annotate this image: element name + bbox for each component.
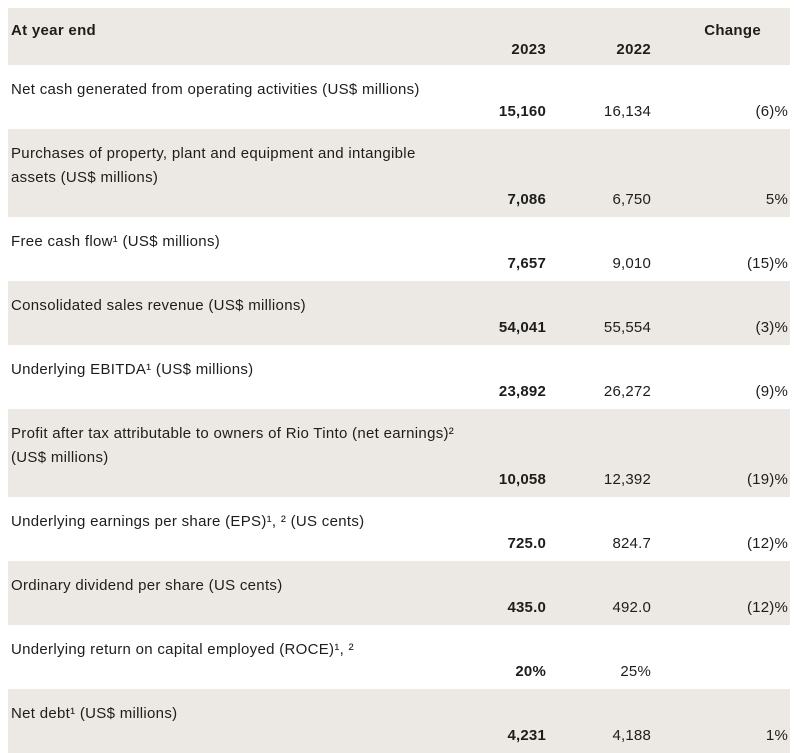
row-label: Net cash generated from operating activi… <box>11 81 420 98</box>
value-2022: 492.0 <box>612 599 651 616</box>
value-2023: 20% <box>515 663 546 680</box>
value-2023: 54,041 <box>498 319 546 336</box>
row-values: 15,160 16,134 (6)% <box>11 102 788 122</box>
value-2022: 16,134 <box>603 103 651 120</box>
value-2023: 10,058 <box>498 471 546 488</box>
value-change: (15)% <box>746 255 788 272</box>
header-2023: 2023 <box>511 41 546 58</box>
value-2023: 435.0 <box>507 599 546 616</box>
table-header-row: At year end 2023 2022 Change <box>8 8 790 65</box>
row-values: 7,086 6,750 5% <box>11 190 788 210</box>
value-change: (6)% <box>755 103 788 120</box>
value-2023: 4,231 <box>507 727 546 744</box>
row-free-cash-flow: Free cash flow¹ (US$ millions) 7,657 9,0… <box>8 217 790 281</box>
row-values: 725.0 824.7 (12)% <box>11 534 788 554</box>
value-2022: 25% <box>620 663 651 680</box>
header-change: Change <box>704 22 761 39</box>
row-net-cash-operating: Net cash generated from operating activi… <box>8 65 790 129</box>
row-capex-purchases: Purchases of property, plant and equipme… <box>8 129 790 217</box>
row-label: Ordinary dividend per share (US cents) <box>11 577 283 594</box>
row-profit-after-tax: Profit after tax attributable to owners … <box>8 409 790 497</box>
value-2023: 15,160 <box>498 103 546 120</box>
row-values: 4,231 4,188 1% <box>11 726 788 746</box>
value-change: 1% <box>765 727 788 744</box>
value-2023: 725.0 <box>507 535 546 552</box>
value-2023: 7,657 <box>507 255 546 272</box>
row-values: 435.0 492.0 (12)% <box>11 598 788 618</box>
year-end-summary-table: At year end 2023 2022 Change Net cash ge… <box>8 8 790 753</box>
row-consolidated-sales-revenue: Consolidated sales revenue (US$ millions… <box>8 281 790 345</box>
value-change <box>651 662 788 682</box>
row-underlying-eps: Underlying earnings per share (EPS)¹, ² … <box>8 497 790 561</box>
value-2022: 26,272 <box>603 383 651 400</box>
value-2022: 4,188 <box>612 727 651 744</box>
value-change: (9)% <box>755 383 788 400</box>
row-label: Underlying EBITDA¹ (US$ millions) <box>11 361 254 378</box>
row-underlying-roce: Underlying return on capital employed (R… <box>8 625 790 689</box>
value-2023: 23,892 <box>498 383 546 400</box>
row-label: Underlying return on capital employed (R… <box>11 641 354 658</box>
header-at-year-end: At year end <box>11 22 96 39</box>
value-change: (3)% <box>755 319 788 336</box>
row-label: Purchases of property, plant and equipme… <box>11 145 416 186</box>
row-values: 10,058 12,392 (19)% <box>11 470 788 490</box>
row-values: 54,041 55,554 (3)% <box>11 318 788 338</box>
value-2022: 9,010 <box>612 255 651 272</box>
value-2022: 55,554 <box>603 319 651 336</box>
value-change: (12)% <box>746 535 788 552</box>
row-label: Underlying earnings per share (EPS)¹, ² … <box>11 513 365 530</box>
value-2022: 824.7 <box>612 535 651 552</box>
row-label: Free cash flow¹ (US$ millions) <box>11 233 221 250</box>
row-label: Net debt¹ (US$ millions) <box>11 705 178 722</box>
value-2022: 6,750 <box>612 191 651 208</box>
value-2023: 7,086 <box>507 191 546 208</box>
value-change: (12)% <box>746 599 788 616</box>
row-label: Consolidated sales revenue (US$ millions… <box>11 297 306 314</box>
row-label: Profit after tax attributable to owners … <box>11 425 455 466</box>
value-change: 5% <box>765 191 788 208</box>
row-underlying-ebitda: Underlying EBITDA¹ (US$ millions) 23,892… <box>8 345 790 409</box>
row-values: 7,657 9,010 (15)% <box>11 254 788 274</box>
header-2022: 2022 <box>616 41 651 58</box>
value-2022: 12,392 <box>603 471 651 488</box>
value-change: (19)% <box>746 471 788 488</box>
row-net-debt: Net debt¹ (US$ millions) 4,231 4,188 1% <box>8 689 790 753</box>
row-values: 20% 25% <box>11 662 788 682</box>
row-ordinary-dividend: Ordinary dividend per share (US cents) 4… <box>8 561 790 625</box>
row-values: 23,892 26,272 (9)% <box>11 382 788 402</box>
